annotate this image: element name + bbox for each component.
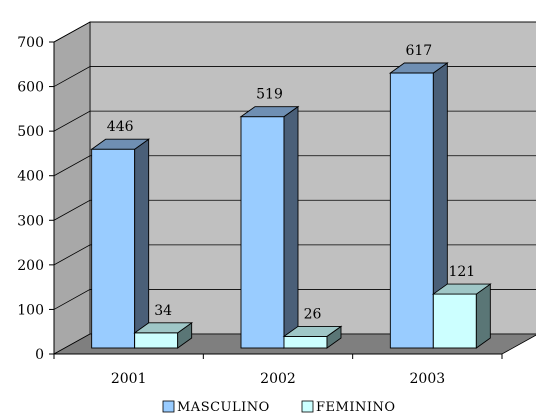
data-label: 34	[154, 303, 172, 319]
legend-label-masculino: MASCULINO	[177, 400, 270, 415]
gridline	[53, 66, 536, 87]
bar-top	[282, 325, 343, 337]
y-tick-label: 200	[17, 258, 44, 274]
y-tick-label: 500	[17, 124, 44, 140]
x-axis: 2001 2002 2003	[53, 353, 503, 387]
y-tick-label: 100	[17, 302, 44, 318]
data-label: 446	[107, 119, 134, 135]
bar-top	[239, 106, 300, 118]
bar-top	[431, 283, 492, 295]
y-tick-label: 400	[17, 169, 44, 185]
gridline	[53, 155, 536, 177]
data-label: 121	[448, 264, 475, 280]
x-tick-label: 2003	[410, 371, 446, 387]
bar-side	[134, 138, 150, 349]
y-tick-label: 0	[35, 347, 44, 363]
bar-front	[91, 148, 136, 349]
bar-front	[134, 332, 179, 349]
y-axis: 0 100 200 300 400 500 600 700	[17, 35, 55, 363]
gridline	[53, 110, 536, 132]
y-tick-label: 700	[17, 35, 44, 51]
bar-side	[475, 283, 491, 349]
side-wall	[53, 21, 91, 355]
bar-front	[389, 72, 434, 349]
bars	[90, 62, 492, 349]
bar-front	[432, 293, 477, 349]
bar-front	[240, 116, 285, 349]
legend-swatch-masculino	[162, 400, 175, 413]
gridline	[53, 289, 536, 310]
gridline	[53, 21, 536, 43]
legend: MASCULINO FEMININO	[162, 400, 396, 415]
bar-top	[388, 62, 449, 74]
gridline	[53, 244, 536, 266]
y-tick-label: 300	[17, 213, 44, 229]
legend-swatch-feminino	[301, 400, 314, 413]
y-tick-label: 600	[17, 80, 44, 96]
x-tick-label: 2002	[260, 371, 296, 387]
bar-front	[283, 335, 328, 349]
data-label: 26	[304, 306, 322, 322]
bar-top	[90, 138, 151, 150]
bar-side	[283, 105, 299, 349]
legend-label-feminino: FEMININO	[316, 400, 396, 415]
data-label: 617	[405, 43, 432, 59]
bar-top	[133, 322, 194, 334]
data-labels: 446 34 519 26 617 121	[107, 43, 475, 322]
x-tick-label: 2001	[111, 371, 147, 387]
data-label: 519	[256, 87, 283, 103]
gridlines	[53, 21, 536, 310]
gridline	[53, 199, 536, 221]
